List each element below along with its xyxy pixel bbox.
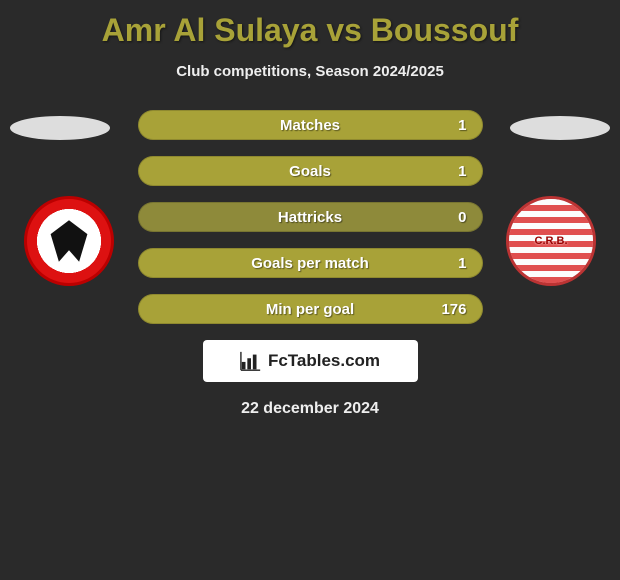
- player-photo-left-placeholder: [10, 116, 110, 140]
- date-label: 22 december 2024: [0, 400, 620, 418]
- stat-value-right: 0: [458, 209, 466, 226]
- stat-value-right: 1: [458, 255, 466, 272]
- stat-row: Min per goal 176: [138, 294, 483, 324]
- stat-row: Hattricks 0: [138, 202, 483, 232]
- stat-row: Matches 1: [138, 110, 483, 140]
- player-photo-right-placeholder: [510, 116, 610, 140]
- stat-label: Matches: [280, 117, 340, 134]
- comparison-area: C.R.B. Matches 1 Goals 1 Hattricks 0 Goa…: [0, 110, 620, 418]
- brand-box[interactable]: FcTables.com: [203, 340, 418, 382]
- stat-label: Goals: [289, 163, 331, 180]
- stat-row: Goals 1: [138, 156, 483, 186]
- stat-value-right: 1: [458, 163, 466, 180]
- stat-value-right: 176: [441, 301, 466, 318]
- stats-list: Matches 1 Goals 1 Hattricks 0 Goals per …: [138, 110, 483, 324]
- stat-label: Hattricks: [278, 209, 342, 226]
- stat-label: Min per goal: [266, 301, 354, 318]
- club-crest-right: C.R.B.: [506, 196, 596, 286]
- brand-label: FcTables.com: [268, 351, 380, 371]
- bar-chart-icon: [240, 350, 262, 372]
- stat-row: Goals per match 1: [138, 248, 483, 278]
- club-crest-right-label: C.R.B.: [535, 235, 568, 247]
- page-title: Amr Al Sulaya vs Boussouf: [0, 0, 620, 49]
- eagle-icon: [46, 218, 92, 264]
- stat-label: Goals per match: [251, 255, 369, 272]
- stat-value-right: 1: [458, 117, 466, 134]
- club-crest-left: [24, 196, 114, 286]
- subtitle: Club competitions, Season 2024/2025: [0, 63, 620, 80]
